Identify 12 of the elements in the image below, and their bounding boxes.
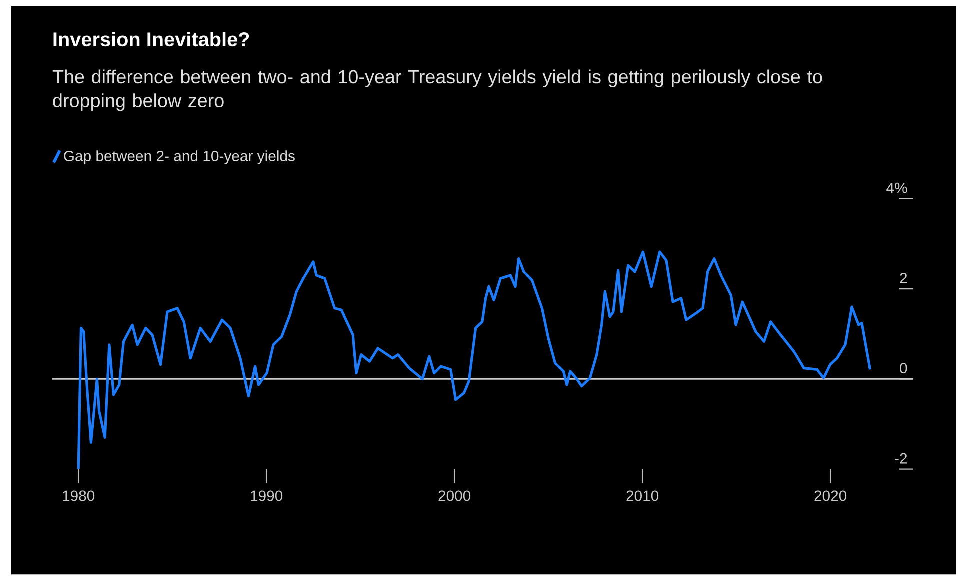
x-tick-label: 1990 — [251, 490, 283, 502]
y-tick-label: -2 — [895, 454, 908, 464]
x-tick-label: 2020 — [814, 490, 847, 502]
chart-subtitle: The difference between two- and 10-year Treasury yields yield is getting perilously close to dropping below zero — [52, 70, 822, 112]
y-tick-label: 0 — [900, 363, 908, 374]
x-tick-label: 1980 — [63, 490, 95, 502]
y-tick-label: 4% — [886, 183, 908, 194]
legend-label: Gap between 2- and 10-year yields — [64, 150, 295, 165]
x-tick-label: 2000 — [438, 490, 471, 502]
chart-title: Inversion Inevitable? — [54, 32, 250, 47]
y-tick-label: 2 — [900, 273, 908, 284]
x-tick-label: 2010 — [626, 490, 659, 502]
